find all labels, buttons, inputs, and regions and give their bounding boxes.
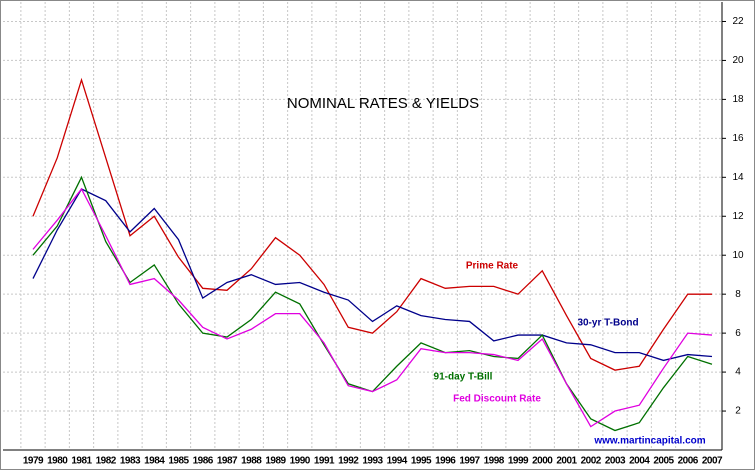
y-tick-label: 4	[735, 367, 741, 378]
x-tick-label: 1993	[362, 456, 383, 467]
x-tick-label: 1994	[387, 456, 408, 467]
chart-title: NOMINAL RATES & YIELDS	[287, 95, 479, 112]
x-tick-label: 1987	[217, 456, 238, 467]
x-tick-label: 1986	[193, 456, 214, 467]
x-tick-label: 1989	[265, 456, 286, 467]
y-tick-label: 8	[735, 289, 741, 300]
series-label: Prime Rate	[466, 261, 519, 272]
x-tick-label: 1992	[338, 456, 359, 467]
x-tick-label: 1999	[508, 456, 529, 467]
x-tick-label: 2004	[629, 456, 650, 467]
x-tick-label: 1997	[459, 456, 480, 467]
y-tick-label: 20	[732, 55, 744, 66]
x-tick-label: 2000	[532, 456, 553, 467]
x-tick-label: 1988	[241, 456, 262, 467]
series-line	[32, 187, 713, 428]
grid	[3, 2, 722, 450]
x-tick-label: 1979	[23, 456, 44, 467]
y-tick-label: 22	[732, 16, 744, 27]
series-label: Fed Discount Rate	[453, 394, 541, 405]
y-tick-label: 10	[732, 250, 744, 261]
x-tick-label: 1996	[435, 456, 456, 467]
series-line	[32, 188, 713, 362]
x-tick-label: 1985	[168, 456, 189, 467]
x-tick-label: 1984	[144, 456, 165, 467]
x-tick-label: 1990	[290, 456, 311, 467]
y-tick-label: 2	[735, 406, 741, 417]
x-tick-label: 1982	[96, 456, 117, 467]
x-tick-label: 1998	[484, 456, 505, 467]
x-tick-label: 2003	[605, 456, 626, 467]
x-tick-label: 2007	[702, 456, 723, 467]
x-tick-label: 2002	[581, 456, 602, 467]
x-tick-label: 2006	[678, 456, 699, 467]
series-label: 91-day T-Bill	[434, 372, 493, 383]
x-tick-label: 1981	[71, 456, 92, 467]
x-tick-label: 1983	[120, 456, 141, 467]
watermark: www.martincapital.com	[593, 436, 705, 447]
x-tick-label: 1991	[314, 456, 335, 467]
y-tick-label: 14	[732, 172, 744, 183]
x-tick-label: 1995	[411, 456, 432, 467]
series-line	[32, 77, 712, 371]
x-tick-label: 1980	[47, 456, 68, 467]
y-tick-label: 12	[732, 211, 744, 222]
y-tick-label: 6	[735, 328, 741, 339]
series-label: 30-yr T-Bond	[577, 318, 638, 329]
x-tick-label: 2001	[556, 456, 577, 467]
y-tick-label: 16	[732, 133, 744, 144]
y-tick-label: 18	[732, 94, 744, 105]
x-tick-label: 2005	[653, 456, 674, 467]
